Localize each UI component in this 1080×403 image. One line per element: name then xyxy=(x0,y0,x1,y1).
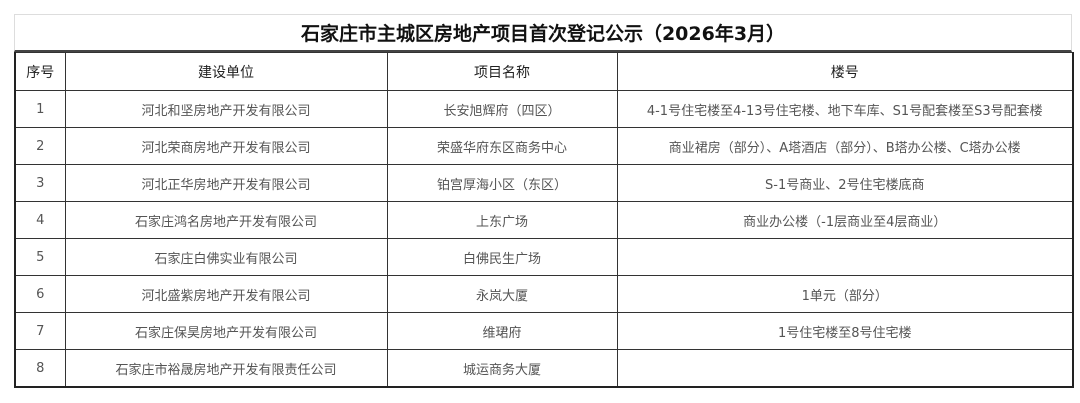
row-number: 7 xyxy=(14,312,66,350)
buildings-cell: 商业裙房（部分）、A塔酒店（部分）、B塔办公楼、C塔办公楼 xyxy=(616,127,1074,165)
project-cell: 荣盛华府东区商务中心 xyxy=(386,127,618,165)
table-row: 4 石家庄鸿名房地产开发有限公司 上东广场 商业办公楼（-1层商业至4层商业） xyxy=(14,201,1074,239)
row-number: 2 xyxy=(14,127,66,165)
row-number: 3 xyxy=(14,164,66,202)
header-row: 序号 建设单位 项目名称 楼号 xyxy=(14,52,1074,91)
developer-cell: 石家庄白佛实业有限公司 xyxy=(64,238,388,276)
row-number: 1 xyxy=(14,90,66,128)
table-row: 2 河北荣商房地产开发有限公司 荣盛华府东区商务中心 商业裙房（部分）、A塔酒店（部分… xyxy=(14,127,1074,165)
project-cell: 长安旭辉府（四区） xyxy=(386,90,618,128)
buildings-cell: 1单元（部分） xyxy=(616,275,1074,313)
project-cell: 城运商务大厦 xyxy=(386,349,618,388)
developer-cell: 石家庄保昊房地产开发有限公司 xyxy=(64,312,388,350)
buildings-cell xyxy=(616,349,1074,388)
developer-cell: 河北盛紫房地产开发有限公司 xyxy=(64,275,388,313)
table-row: 8 石家庄市裕晟房地产开发有限责任公司 城运商务大厦 xyxy=(14,349,1074,388)
project-cell: 上东广场 xyxy=(386,201,618,239)
developer-cell: 石家庄鸿名房地产开发有限公司 xyxy=(64,201,388,239)
table-row: 6 河北盛紫房地产开发有限公司 永岚大厦 1单元（部分） xyxy=(14,275,1074,313)
row-number: 5 xyxy=(14,238,66,276)
header-no: 序号 xyxy=(14,52,66,91)
developer-cell: 河北和坚房地产开发有限公司 xyxy=(64,90,388,128)
developer-cell: 河北正华房地产开发有限公司 xyxy=(64,164,388,202)
row-number: 4 xyxy=(14,201,66,239)
table-row: 1 河北和坚房地产开发有限公司 长安旭辉府（四区） 4-1号住宅楼至4-13号住宅楼、… xyxy=(14,90,1074,128)
table-row: 3 河北正华房地产开发有限公司 铂宫厚海小区（东区） S-1号商业、2号住宅楼底商 xyxy=(14,164,1074,202)
developer-cell: 河北荣商房地产开发有限公司 xyxy=(64,127,388,165)
row-number: 6 xyxy=(14,275,66,313)
registration-table-container: 石家庄市主城区房地产项目首次登记公示（2026年3月） 序号 建设单位 项目名称… xyxy=(14,14,1074,388)
table-row: 5 石家庄白佛实业有限公司 白佛民生广场 xyxy=(14,238,1074,276)
buildings-cell: 4-1号住宅楼至4-13号住宅楼、地下车库、S1号配套楼至S3号配套楼 xyxy=(616,90,1074,128)
project-cell: 维珺府 xyxy=(386,312,618,350)
buildings-cell: 1号住宅楼至8号住宅楼 xyxy=(616,312,1074,350)
project-cell: 永岚大厦 xyxy=(386,275,618,313)
table-row: 7 石家庄保昊房地产开发有限公司 维珺府 1号住宅楼至8号住宅楼 xyxy=(14,312,1074,350)
buildings-cell: 商业办公楼（-1层商业至4层商业） xyxy=(616,201,1074,239)
registration-table: 序号 建设单位 项目名称 楼号 1 河北和坚房地产开发有限公司 长安旭辉府（四区） 4… xyxy=(14,52,1074,388)
buildings-cell: S-1号商业、2号住宅楼底商 xyxy=(616,164,1074,202)
buildings-cell xyxy=(616,238,1074,276)
header-developer: 建设单位 xyxy=(64,52,388,91)
project-cell: 白佛民生广场 xyxy=(386,238,618,276)
developer-cell: 石家庄市裕晟房地产开发有限责任公司 xyxy=(64,349,388,388)
header-project: 项目名称 xyxy=(386,52,618,91)
header-buildings: 楼号 xyxy=(616,52,1074,91)
project-cell: 铂宫厚海小区（东区） xyxy=(386,164,618,202)
row-number: 8 xyxy=(14,349,66,388)
table-title: 石家庄市主城区房地产项目首次登记公示（2026年3月） xyxy=(14,14,1072,52)
